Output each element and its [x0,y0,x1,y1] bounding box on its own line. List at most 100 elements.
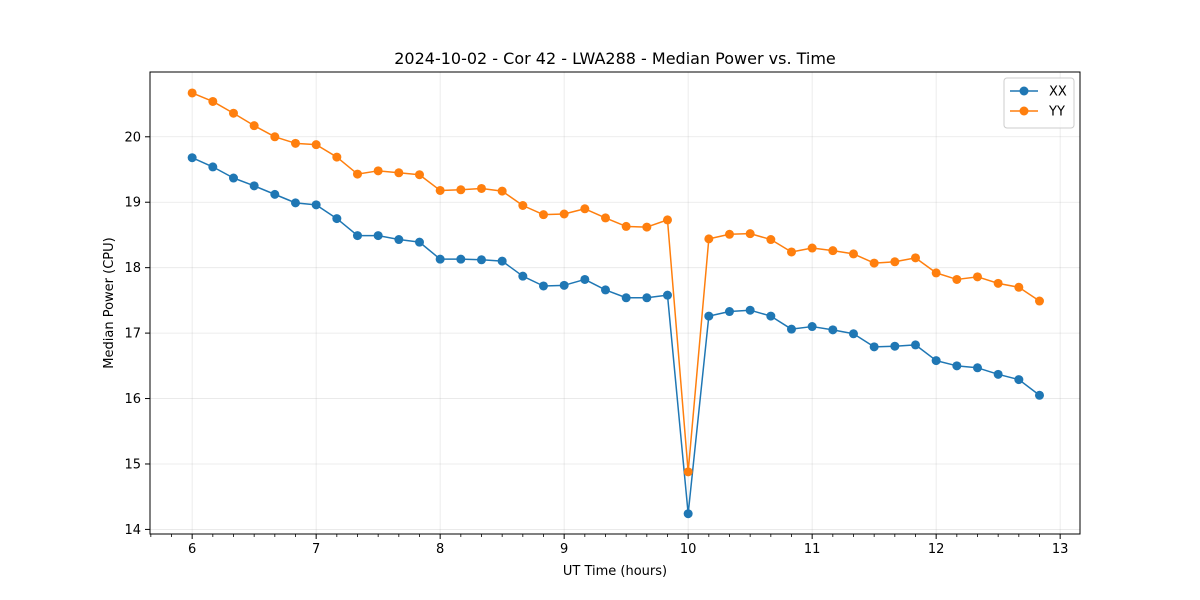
data-point-xx [208,162,218,172]
data-point-yy [394,168,404,178]
x-tick-label: 7 [312,542,320,557]
data-point-yy [766,235,776,245]
x-tick-label: 9 [560,542,568,557]
data-point-xx [869,342,879,352]
data-point-yy [249,121,259,131]
data-point-yy [1034,296,1044,306]
grid [150,72,1080,534]
data-point-xx [704,311,714,321]
data-point-yy [952,274,962,284]
data-point-xx [394,235,404,245]
x-tick-label: 13 [1052,542,1069,557]
series-yy [187,88,1044,477]
x-tick-label: 6 [188,542,196,557]
data-point-xx [745,305,755,315]
data-point-yy [311,140,321,150]
data-point-xx [724,307,734,317]
data-point-yy [414,170,424,180]
data-point-xx [456,254,466,264]
data-point-xx [786,324,796,334]
data-point-yy [642,222,652,232]
data-point-xx [228,173,238,183]
data-point-yy [559,209,569,219]
data-point-yy [662,215,672,225]
data-point-yy [910,253,920,263]
data-point-yy [724,229,734,239]
data-point-xx [352,231,362,241]
y-tick-label: 18 [124,261,141,276]
data-point-yy [497,186,507,196]
data-point-xx [1014,375,1024,385]
legend-marker [1019,86,1029,96]
y-axis-label: Median Power (CPU) [102,237,117,368]
data-point-xx [580,274,590,284]
plot-frame [149,71,1081,535]
data-point-yy [786,247,796,257]
y-tick-label: 17 [124,327,141,342]
series-xx [187,153,1044,519]
data-point-xx [476,255,486,265]
data-point-xx [683,509,693,519]
axes: 6 7 8 9 10 11 12 13 14 15 16 17 18 19 20 [124,130,1068,557]
data-point-yy [848,249,858,259]
data-point-yy [600,213,610,223]
data-point-xx [766,311,776,321]
data-point-xx [993,369,1003,379]
legend-entries: XX YY [1010,85,1067,120]
data-point-xx [414,237,424,247]
data-point-yy [993,278,1003,288]
data-point-xx [910,340,920,350]
x-tick-label: 12 [928,542,945,557]
data-point-yy [890,257,900,267]
data-point-xx [538,281,548,291]
data-point-yy [456,185,466,195]
legend: XX YY [1003,77,1075,129]
x-tick-label: 8 [436,542,444,557]
data-point-xx [311,200,321,210]
data-point-xx [890,341,900,351]
y-tick-label: 19 [124,196,141,211]
data-point-xx [187,153,197,163]
legend-entry-yy: YY [1010,105,1065,120]
data-point-yy [373,166,383,176]
data-point-yy [435,185,445,195]
y-tick-label: 16 [124,392,141,407]
data-point-yy [476,183,486,193]
data-point-xx [662,290,672,300]
data-point-yy [931,268,941,278]
data-point-xx [435,254,445,264]
data-point-yy [270,132,280,142]
data-point-yy [869,258,879,268]
y-tick-label: 20 [124,130,141,145]
data-point-xx [290,198,300,208]
series-layer [187,88,1044,519]
x-tick-label: 11 [804,542,821,557]
data-point-xx [828,325,838,335]
data-point-yy [228,108,238,118]
data-point-yy [704,234,714,244]
data-point-xx [972,363,982,373]
legend-label: XX [1049,85,1067,100]
y-tick-label: 15 [124,457,141,472]
data-point-xx [1034,390,1044,400]
data-point-xx [497,256,507,266]
legend-marker [1019,106,1029,116]
data-point-yy [518,200,528,210]
data-point-yy [972,272,982,282]
x-axis-label: UT Time (hours) [563,564,667,579]
data-point-xx [621,293,631,303]
data-point-yy [580,204,590,214]
data-point-yy [745,229,755,239]
legend-entry-xx: XX [1010,85,1067,100]
legend-label: YY [1048,105,1065,120]
chart-title: 2024-10-02 - Cor 42 - LWA288 - Median Po… [394,49,836,68]
data-point-yy [208,96,218,106]
data-point-xx [518,271,528,281]
y-tick-label: 14 [124,523,141,538]
data-point-xx [600,285,610,295]
data-point-yy [187,88,197,98]
data-point-yy [352,169,362,179]
data-point-yy [683,467,693,477]
data-point-xx [848,329,858,339]
